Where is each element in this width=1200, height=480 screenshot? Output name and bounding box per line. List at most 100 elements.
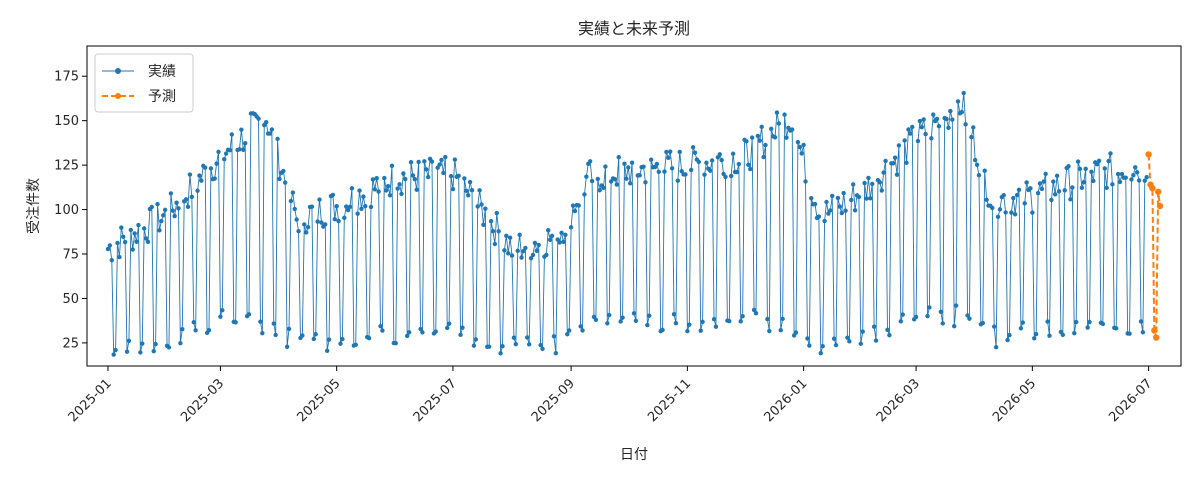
actual-point xyxy=(847,339,852,344)
actual-point xyxy=(565,332,570,337)
actual-point xyxy=(744,139,749,144)
actual-point xyxy=(344,204,349,209)
actual-point xyxy=(370,177,376,182)
actual-point xyxy=(121,234,126,239)
actual-point xyxy=(751,307,757,313)
actual-point xyxy=(622,161,627,166)
y-tick-label: 75 xyxy=(62,248,79,263)
actual-point xyxy=(993,345,999,350)
actual-point xyxy=(719,157,724,163)
actual-point xyxy=(696,159,701,165)
actual-point xyxy=(1033,331,1039,337)
y-axis-label: 受注件数 xyxy=(26,178,42,234)
actual-point xyxy=(1133,165,1138,170)
actual-point xyxy=(345,207,351,213)
actual-point xyxy=(809,196,814,201)
actual-point xyxy=(807,343,812,348)
actual-point xyxy=(334,204,339,209)
actual-point xyxy=(317,197,322,202)
actual-point xyxy=(1136,178,1142,183)
actual-point xyxy=(969,134,974,140)
actual-point xyxy=(631,311,637,316)
actual-point xyxy=(277,176,282,182)
actual-point xyxy=(641,164,646,169)
actual-point xyxy=(734,169,740,175)
actual-point xyxy=(972,157,978,163)
y-tick-label: 150 xyxy=(54,114,79,129)
actual-point xyxy=(580,328,585,333)
actual-point xyxy=(418,326,423,332)
actual-point xyxy=(536,242,541,248)
actual-point xyxy=(229,132,235,137)
actual-point xyxy=(1022,201,1027,206)
actual-point xyxy=(688,167,694,173)
actual-point xyxy=(384,188,389,193)
actual-point xyxy=(708,168,713,173)
actual-point xyxy=(155,201,160,207)
actual-point xyxy=(511,335,517,340)
actual-point xyxy=(938,309,944,315)
actual-point xyxy=(195,188,200,193)
actual-point xyxy=(126,338,132,344)
actual-point xyxy=(818,350,823,356)
actual-point xyxy=(500,344,505,349)
actual-point xyxy=(498,351,503,356)
actual-point xyxy=(1110,182,1115,187)
actual-point xyxy=(496,229,501,234)
actual-point xyxy=(239,127,244,132)
actual-point xyxy=(1134,170,1140,175)
actual-point xyxy=(159,218,164,224)
actual-point xyxy=(900,312,905,317)
actual-point xyxy=(919,125,924,130)
actual-point xyxy=(1060,332,1066,338)
actual-point xyxy=(896,143,902,148)
actual-point xyxy=(397,182,402,187)
actual-point xyxy=(1081,180,1087,185)
actual-point xyxy=(584,174,589,179)
actual-point xyxy=(1039,186,1045,192)
actual-point xyxy=(908,131,913,136)
actual-point xyxy=(578,324,583,329)
actual-point xyxy=(410,173,416,178)
actual-point xyxy=(208,166,214,171)
actual-point xyxy=(572,208,578,214)
actual-point xyxy=(620,315,625,320)
actual-point xyxy=(105,246,111,252)
actual-point xyxy=(269,127,275,132)
actual-point xyxy=(692,150,698,155)
actual-point xyxy=(772,135,778,140)
actual-point xyxy=(974,162,980,167)
actual-point xyxy=(515,248,520,254)
actual-point xyxy=(1085,325,1090,330)
actual-point xyxy=(765,316,770,322)
actual-point xyxy=(481,222,486,228)
actual-point xyxy=(1054,173,1060,179)
actual-point xyxy=(965,313,970,318)
actual-point xyxy=(193,328,198,333)
actual-point xyxy=(119,225,124,230)
actual-point xyxy=(349,186,355,191)
actual-point xyxy=(664,149,669,155)
actual-point xyxy=(576,203,581,208)
actual-point xyxy=(685,328,690,334)
actual-point xyxy=(898,319,904,324)
actual-point xyxy=(923,131,928,137)
actual-point xyxy=(546,228,551,233)
actual-point xyxy=(258,319,263,324)
actual-point xyxy=(856,194,862,200)
actual-point xyxy=(507,235,513,240)
actual-point xyxy=(309,204,315,209)
actual-point xyxy=(749,135,755,140)
actual-point xyxy=(593,317,599,322)
actual-point xyxy=(366,336,372,341)
actual-point xyxy=(645,322,650,328)
actual-point xyxy=(191,320,196,325)
actual-point xyxy=(605,321,610,326)
actual-point xyxy=(892,155,898,160)
actual-point xyxy=(174,200,179,205)
actual-point xyxy=(1108,151,1113,156)
forecast-point xyxy=(1154,188,1162,195)
actual-point xyxy=(260,330,265,336)
actual-point xyxy=(551,334,557,339)
actual-point xyxy=(940,321,945,326)
